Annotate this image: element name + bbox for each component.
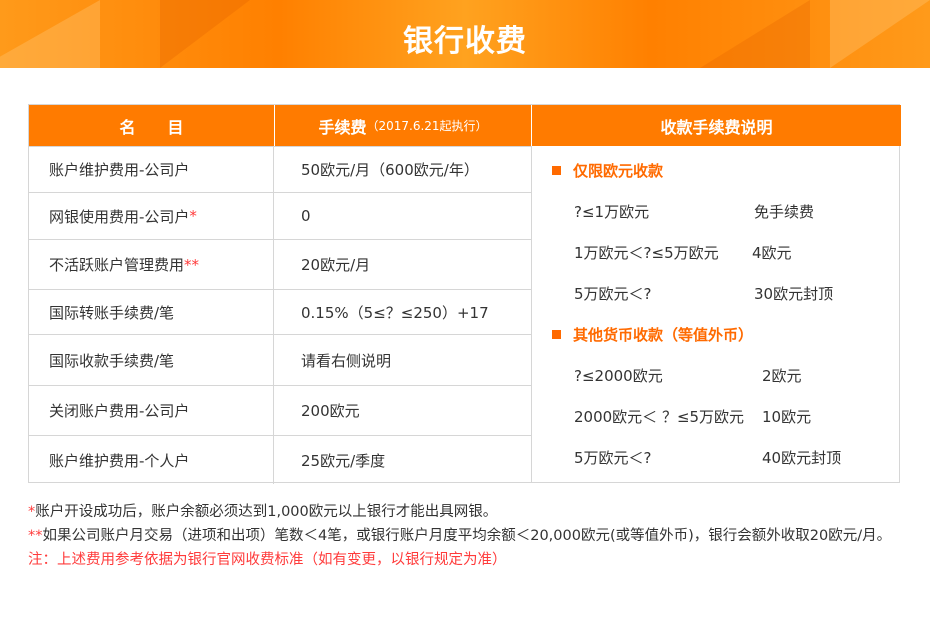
- explain-panel: 仅限欧元收款 ?≤1万欧元 免手续费 1万欧元＜?≤5万欧元 4欧元 5万欧元＜? 3…: [531, 146, 901, 483]
- note-2: **如果公司账户月交易（进项和出项）笔数＜4笔，或银行账户月度平均余额＜20,0…: [28, 524, 908, 548]
- header-fee-note: （2017.6.21起执行）: [366, 119, 488, 133]
- note-mark: *: [28, 504, 36, 520]
- page-title: 银行收费: [403, 24, 527, 59]
- square-bullet-icon: [552, 330, 561, 339]
- note-3: 注：上述费用参考依据为银行官网收费标准（如有变更，以银行规定为准）: [28, 552, 507, 568]
- fee: 40欧元封顶: [762, 449, 842, 467]
- header-fee-label: 手续费: [318, 117, 367, 137]
- fee-table: 名 目 手续费 （2017.6.21起执行） 收款手续费说明 账户维护费用-公司户…: [28, 104, 901, 484]
- range: 5万欧元＜?: [574, 449, 652, 467]
- note-text: 如果公司账户月交易（进项和出项）笔数＜4笔，或银行账户月度平均余额＜20,000…: [42, 528, 892, 544]
- fee-value: 50欧元/月（600欧元/年）: [301, 161, 479, 179]
- fee-name: 账户维护费用-公司户: [29, 147, 274, 192]
- fee: 10欧元: [762, 408, 812, 426]
- range: ?≤1万欧元: [574, 203, 650, 221]
- range: 1万欧元＜?≤5万欧元: [574, 244, 719, 262]
- table-row: 国际转账手续费/笔 0.15%（5≤？≤250）+17: [29, 289, 531, 334]
- section-euro: 仅限欧元收款: [552, 160, 663, 181]
- footnote-mark: *: [189, 207, 197, 225]
- table-row: 国际收款手续费/笔 请看右侧说明: [29, 334, 531, 385]
- section-title: 其他货币收款（等值外币）: [573, 326, 754, 344]
- fee: 4欧元: [752, 244, 792, 262]
- fee-value: 25欧元/季度: [301, 451, 386, 470]
- section-other: 其他货币收款（等值外币）: [552, 324, 753, 345]
- fee-name-text: 国际转账手续费/笔: [49, 303, 175, 322]
- fee-value: 0.15%（5≤？≤250）+17: [301, 303, 489, 322]
- fee-value: 请看右侧说明: [301, 351, 392, 370]
- fee-name: 国际转账手续费/笔: [29, 290, 274, 334]
- fee-name-text: 国际收款手续费/笔: [49, 351, 175, 370]
- range: 5万欧元＜?: [574, 285, 652, 303]
- range: 2000欧元＜ ？≤5万欧元: [574, 408, 745, 426]
- table-row: 不活跃账户管理费用 ** 20欧元/月: [29, 239, 531, 289]
- fee: 30欧元封顶: [754, 285, 834, 303]
- footnote-mark: **: [184, 255, 200, 274]
- note-1: *账户开设成功后，账户余额必须达到1,000欧元以上银行才能出具网银。: [28, 500, 908, 524]
- header-name: 名 目: [29, 105, 274, 146]
- fee-name: 国际收款手续费/笔: [29, 335, 274, 385]
- fee: 2欧元: [762, 367, 802, 385]
- banner: 银行收费: [0, 0, 930, 68]
- fee-name: 网银使用费用-公司户 *: [29, 193, 274, 239]
- fee-name-text: 不活跃账户管理费用: [49, 256, 185, 274]
- section-title: 仅限欧元收款: [573, 162, 664, 180]
- fee-value: 0: [301, 207, 311, 225]
- header-explain: 收款手续费说明: [531, 105, 901, 146]
- fee-value: 20欧元/月: [301, 256, 371, 274]
- header-fee: 手续费 （2017.6.21起执行）: [274, 105, 531, 146]
- fee-name-text: 关闭账户费用-公司户: [49, 402, 190, 420]
- fee-name: 账户维护费用-个人户: [29, 436, 274, 484]
- table-row: 账户维护费用-个人户 25欧元/季度: [29, 435, 531, 484]
- fee-name-text: 网银使用费用-公司户: [49, 207, 190, 226]
- fee-value: 200欧元: [301, 402, 360, 420]
- table-row: 账户维护费用-公司户 50欧元/月（600欧元/年）: [29, 146, 531, 192]
- note-mark: **: [28, 528, 43, 544]
- fee-name: 不活跃账户管理费用 **: [29, 240, 274, 289]
- fee-name-text: 账户维护费用-公司户: [49, 161, 190, 179]
- square-bullet-icon: [552, 166, 561, 175]
- footnotes: *账户开设成功后，账户余额必须达到1,000欧元以上银行才能出具网银。 **如果…: [28, 500, 908, 572]
- note-text: 账户开设成功后，账户余额必须达到1,000欧元以上银行才能出具网银。: [35, 504, 498, 520]
- table-row: 关闭账户费用-公司户 200欧元: [29, 385, 531, 435]
- fee-name: 关闭账户费用-公司户: [29, 386, 274, 435]
- fee: 免手续费: [754, 203, 815, 221]
- fee-name-text: 账户维护费用-个人户: [49, 451, 190, 470]
- range: ?≤2000欧元: [574, 367, 663, 385]
- table-row: 网银使用费用-公司户 * 0: [29, 192, 531, 239]
